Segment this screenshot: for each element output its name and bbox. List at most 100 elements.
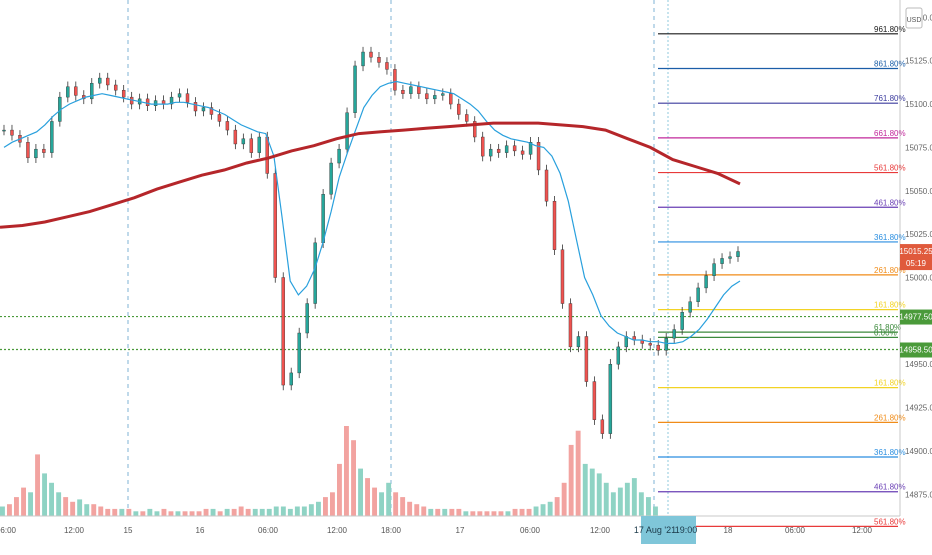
volume-bar bbox=[330, 492, 335, 516]
volume-bars bbox=[0, 426, 658, 516]
fib-label: 961.80% bbox=[874, 25, 906, 34]
price-badges: 15015.25 05:19 14977.50 14958.50 bbox=[899, 244, 932, 358]
candle-body bbox=[648, 343, 652, 346]
fib-label: 461.80% bbox=[874, 483, 906, 492]
candle-body bbox=[584, 336, 589, 382]
volume-bar bbox=[344, 426, 349, 516]
volume-bar bbox=[56, 492, 62, 516]
candle-body bbox=[273, 173, 277, 278]
volume-bar bbox=[84, 504, 90, 516]
volume-bar bbox=[7, 504, 12, 516]
candle-body bbox=[241, 138, 246, 145]
time-tick-label: 18 bbox=[724, 526, 733, 535]
volume-bar bbox=[372, 487, 377, 516]
time-tick-label: 06:00 bbox=[785, 526, 806, 535]
candle-body bbox=[696, 287, 700, 302]
volume-bar bbox=[98, 506, 104, 516]
candle-body bbox=[504, 145, 509, 153]
fib-label: 161.80% bbox=[874, 379, 906, 388]
candle-body bbox=[592, 381, 597, 420]
volume-bar bbox=[554, 497, 560, 516]
candle-body bbox=[600, 419, 605, 434]
candle-body bbox=[321, 194, 325, 244]
time-highlight-date: 17 Aug '21 bbox=[634, 525, 676, 535]
candle-body bbox=[656, 344, 660, 351]
vertical-session-lines bbox=[127, 0, 669, 516]
candle-body bbox=[680, 312, 684, 330]
volume-bar bbox=[245, 508, 251, 516]
volume-bar bbox=[21, 487, 26, 516]
volume-bar bbox=[287, 508, 293, 516]
candle-body bbox=[225, 121, 230, 131]
candle-body bbox=[425, 93, 429, 100]
fib-label: 761.80% bbox=[874, 94, 906, 103]
volume-bar bbox=[638, 492, 644, 516]
time-tick-label: 12:00 bbox=[852, 526, 873, 535]
time-tick-label: 16 bbox=[196, 526, 205, 535]
candle-body bbox=[145, 98, 150, 107]
volume-bar bbox=[0, 506, 5, 516]
time-highlight-time: 19:00 bbox=[675, 525, 698, 535]
fibonacci-extension: 961.80% 861.80% 761.80% 661.80% 561.80% 461.8… bbox=[658, 25, 906, 528]
volume-bar bbox=[351, 440, 356, 516]
price-badge-value: 15015.25 bbox=[899, 247, 932, 256]
candle-body bbox=[528, 142, 533, 155]
candle-body bbox=[576, 336, 581, 348]
candle-body bbox=[433, 95, 437, 100]
volume-bar bbox=[266, 508, 272, 516]
price-badge-value: 14977.50 bbox=[899, 313, 932, 322]
fib-label: 661.80% bbox=[874, 129, 906, 138]
candle-body bbox=[66, 86, 70, 98]
price-tick-label: 15050.00 bbox=[905, 187, 932, 196]
time-axis[interactable]: 06:00 12:00 15 16 06:00 12:00 18:00 17 06:00 12:0… bbox=[0, 526, 873, 535]
volume-bar bbox=[70, 501, 76, 516]
price-series bbox=[2, 46, 740, 439]
horizontal-levels bbox=[0, 315, 900, 351]
time-tick-label: 06:00 bbox=[520, 526, 541, 535]
candle-body bbox=[201, 107, 206, 112]
volume-bar bbox=[112, 508, 118, 516]
fib-label: 561.80% bbox=[874, 164, 906, 173]
volume-bar bbox=[624, 482, 630, 516]
volume-bar bbox=[442, 508, 448, 516]
volume-bar bbox=[540, 504, 546, 516]
candle-body bbox=[26, 142, 30, 159]
volume-bar bbox=[252, 508, 258, 516]
volume-bar bbox=[449, 508, 455, 516]
currency-label: USD bbox=[907, 17, 922, 24]
volume-bar bbox=[470, 511, 476, 516]
candle-body bbox=[313, 242, 317, 304]
candle-body bbox=[688, 301, 692, 313]
candle-body bbox=[337, 148, 341, 164]
volume-bar bbox=[119, 508, 125, 516]
price-tick-label: 15125.00 bbox=[905, 57, 932, 66]
volume-bar bbox=[308, 504, 314, 516]
volume-bar bbox=[224, 508, 230, 516]
candle-body bbox=[42, 148, 46, 153]
volume-bar bbox=[526, 508, 532, 516]
volume-bar bbox=[161, 508, 167, 516]
candle-body bbox=[560, 249, 565, 304]
volume-bar bbox=[547, 501, 553, 516]
candle-body bbox=[369, 51, 373, 58]
price-tick-label: 14950.00 bbox=[905, 360, 932, 369]
time-tick-label: 17 bbox=[456, 526, 465, 535]
price-tick-label: 15075.00 bbox=[905, 143, 932, 152]
candle-body bbox=[664, 338, 668, 351]
volume-bar bbox=[505, 511, 511, 516]
volume-bar bbox=[533, 506, 539, 516]
volume-bar bbox=[105, 508, 111, 516]
volume-bar bbox=[35, 454, 40, 516]
volume-bar bbox=[491, 511, 497, 516]
fib-label: 261.80% bbox=[874, 413, 906, 422]
candle-body bbox=[361, 51, 365, 67]
volume-bar bbox=[147, 508, 153, 516]
volume-bar bbox=[231, 508, 237, 516]
volume-bar bbox=[428, 508, 434, 516]
fib-label: 461.80% bbox=[874, 198, 906, 207]
volume-bar bbox=[463, 511, 469, 516]
currency-badge[interactable] bbox=[905, 7, 923, 29]
time-tick-label: 12:00 bbox=[64, 526, 85, 535]
volume-bar bbox=[400, 497, 406, 516]
